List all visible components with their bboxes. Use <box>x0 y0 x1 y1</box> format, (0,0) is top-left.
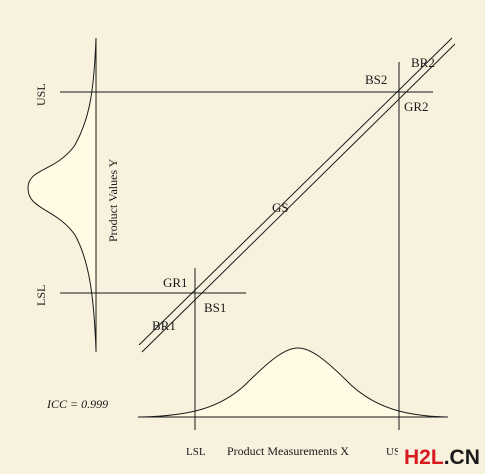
y-distribution-curve <box>27 37 97 351</box>
y-axis-label: Product Values Y <box>106 158 120 242</box>
diagonal-band-upper <box>138 37 453 346</box>
x-axis-label: Product Measurements X <box>227 444 349 458</box>
watermark-backdrop <box>398 438 485 474</box>
diagonal-band-lower <box>141 43 456 353</box>
icc-label: ICC = 0.999 <box>46 397 108 411</box>
bs1-label: BS1 <box>204 300 226 315</box>
br2-label: BR2 <box>411 55 435 70</box>
gs-label: GS <box>272 200 289 215</box>
gr2-label: GR2 <box>404 99 429 114</box>
lsl-y-label: LSL <box>34 285 48 306</box>
bs2-label: BS2 <box>365 72 387 87</box>
br1-label: BR1 <box>152 318 176 333</box>
usl-y-label: USL <box>34 83 48 106</box>
gr1-label: GR1 <box>163 275 188 290</box>
watermark-logo: H2L.CN <box>404 446 480 469</box>
lsl-x-label: LSL <box>186 446 206 458</box>
x-distribution-curve <box>139 347 447 418</box>
